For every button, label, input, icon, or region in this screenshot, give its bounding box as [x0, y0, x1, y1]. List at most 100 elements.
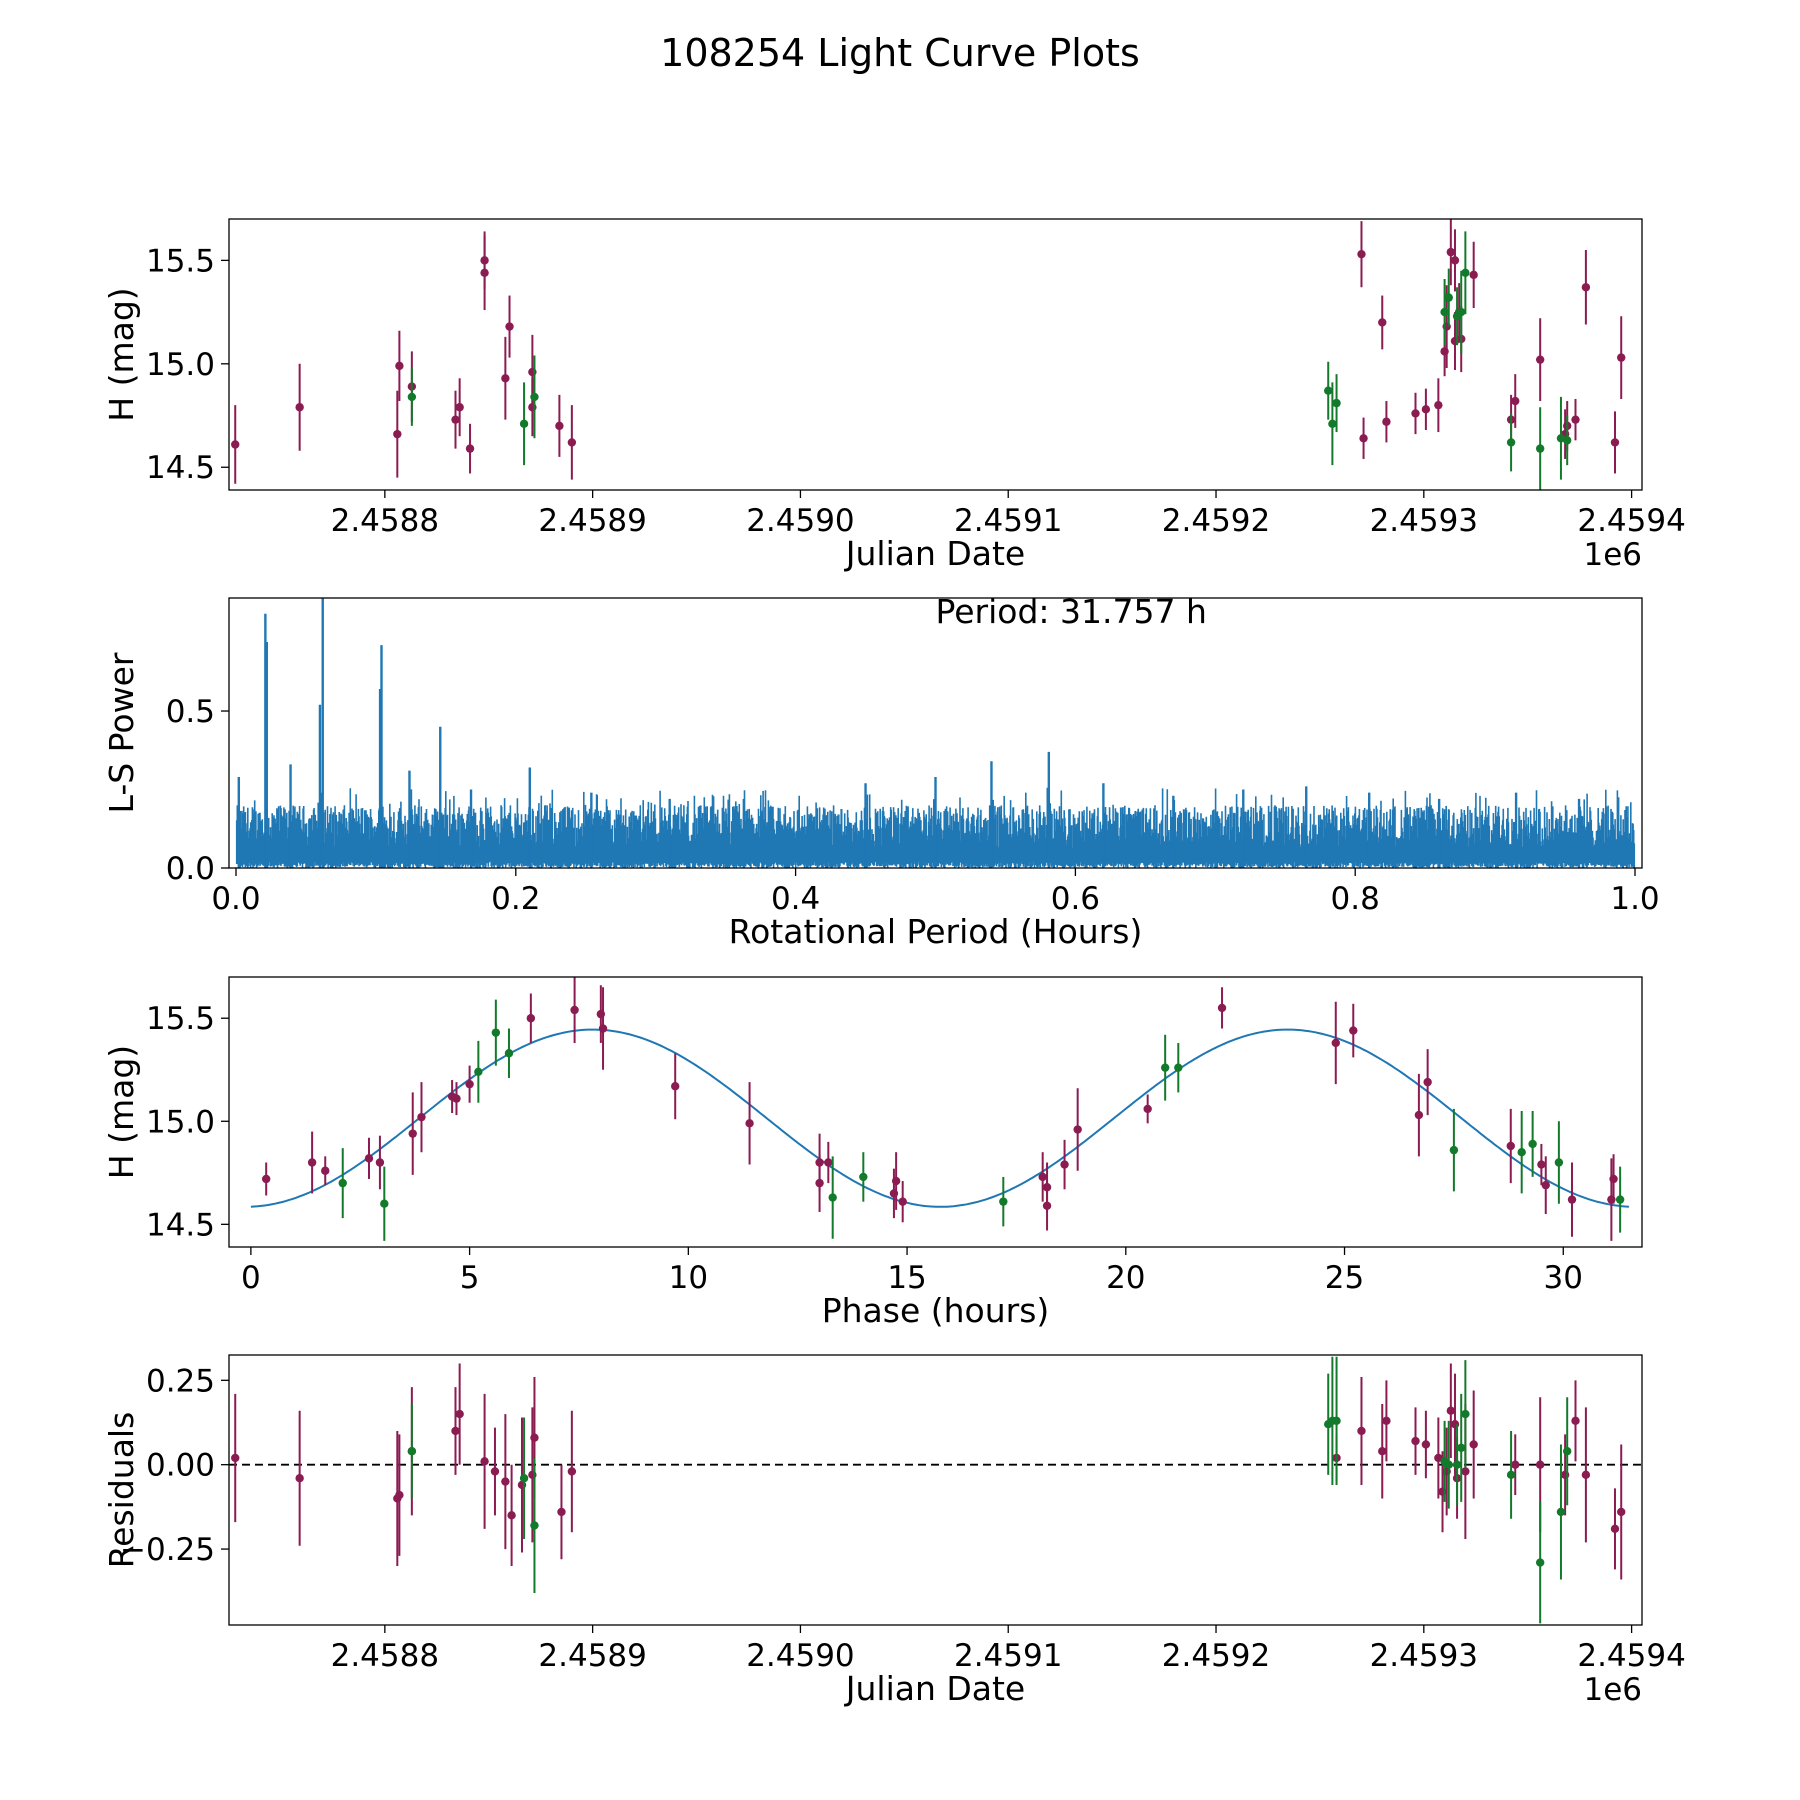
magenta-data-point	[1411, 1436, 1420, 1446]
green-data-point	[1506, 1470, 1516, 1480]
x-tick-label: 2.4589	[538, 503, 646, 539]
magenta-data-point	[530, 1433, 539, 1442]
magenta-data-point	[1617, 353, 1626, 362]
magenta-data-point	[1469, 1440, 1478, 1449]
green-data-point	[530, 1521, 539, 1530]
magenta-data-point	[501, 374, 510, 383]
green-data-point	[1556, 1507, 1566, 1517]
magenta-data-point	[1378, 1446, 1387, 1456]
green-data-point	[407, 1446, 417, 1456]
green-data-point	[1615, 1195, 1625, 1204]
x-tick-label: 10	[669, 1260, 708, 1296]
magenta-data-point	[395, 1490, 404, 1500]
magenta-data-point	[501, 1477, 510, 1486]
x-axis-label: Phase (hours)	[822, 1291, 1050, 1330]
y-tick-label: 14.5	[146, 450, 215, 486]
magenta-data-point	[1382, 1416, 1391, 1426]
x-tick-label: 1.0	[1610, 881, 1659, 917]
magenta-data-point	[307, 1158, 317, 1167]
folded-lightcurve-panel: 0 5 10 15 20 25 30 14.5 15.0 15.5 Phase (hours) H (…	[102, 976, 1643, 1330]
green-data-point	[1449, 1145, 1459, 1155]
magenta-data-point	[1617, 1507, 1626, 1517]
magenta-data-point	[567, 1467, 577, 1476]
magenta-data-point	[295, 403, 304, 412]
y-tick-label: 15.0	[146, 1104, 215, 1140]
magenta-data-point	[567, 438, 577, 447]
magenta-data-point	[452, 1094, 461, 1103]
green-data-point	[474, 1067, 483, 1077]
magenta-data-point	[598, 1024, 608, 1033]
x-tick-label: 0	[241, 1260, 261, 1296]
y-axis-label: H (mag)	[102, 287, 141, 421]
magenta-data-point	[1411, 409, 1420, 418]
y-tick-label: 15.5	[146, 1001, 215, 1037]
green-data-point	[491, 1028, 501, 1037]
green-data-point	[1444, 293, 1453, 302]
y-tick-label: 0.00	[146, 1448, 215, 1484]
green-data-point	[1332, 398, 1341, 408]
magenta-data-point	[393, 429, 402, 439]
magenta-data-point	[1382, 417, 1391, 426]
y-axis-label: Residuals	[102, 1412, 141, 1569]
magenta-data-point	[1537, 1160, 1546, 1169]
green-data-point	[1517, 1147, 1526, 1157]
magenta-data-point	[1349, 1026, 1358, 1035]
magenta-data-point	[1331, 1038, 1340, 1048]
magenta-data-point	[570, 1005, 579, 1015]
magenta-data-point	[1535, 355, 1545, 364]
x-offset-label: 1e6	[1583, 537, 1642, 573]
magenta-data-point	[1038, 1172, 1047, 1182]
green-data-point	[828, 1193, 837, 1202]
magenta-data-point	[364, 1154, 374, 1163]
x-tick-label: 30	[1544, 1260, 1583, 1296]
x-tick-label: 15	[887, 1260, 926, 1296]
magenta-data-point	[375, 1158, 385, 1167]
residuals-panel: 2.4588 2.4589 2.4590 2.4591 2.4592 2.4593 2.45…	[102, 1354, 1686, 1708]
x-tick-label: 0.6	[1051, 881, 1100, 917]
magenta-data-point	[1535, 1460, 1545, 1469]
magenta-data-point	[1450, 256, 1460, 265]
green-data-point	[1554, 1158, 1564, 1167]
x-tick-label: 2.4594	[1577, 503, 1685, 539]
x-tick-label: 2.4590	[746, 1638, 854, 1674]
green-data-point	[1562, 436, 1572, 445]
magenta-data-point	[1541, 1180, 1550, 1190]
x-tick-label: 2.4589	[538, 1638, 646, 1674]
y-tick-label: 14.5	[146, 1207, 215, 1243]
magenta-data-point	[261, 1174, 271, 1184]
magenta-data-point	[745, 1119, 754, 1128]
x-tick-label: 0.4	[771, 881, 820, 917]
magenta-data-point	[1469, 270, 1478, 280]
magenta-data-point	[451, 415, 460, 424]
y-axis-label: H (mag)	[102, 1045, 141, 1179]
magenta-data-point	[295, 1473, 304, 1483]
magenta-data-point	[1060, 1160, 1069, 1169]
x-tick-label: 2.4590	[746, 503, 854, 539]
green-data-point	[530, 392, 539, 402]
magenta-data-point	[671, 1082, 680, 1091]
plot-frame	[228, 976, 1643, 1248]
green-data-point	[1535, 444, 1545, 453]
magenta-data-point	[526, 1014, 536, 1023]
y-tick-label: 0.5	[166, 694, 215, 730]
magenta-data-point	[1461, 1467, 1470, 1476]
magenta-data-point	[321, 1166, 330, 1175]
green-data-point	[338, 1178, 347, 1188]
magenta-data-point	[1581, 283, 1591, 292]
sinusoid-fit-line	[250, 1028, 1629, 1208]
magenta-data-point	[891, 1176, 901, 1186]
green-data-point	[1174, 1063, 1183, 1072]
magenta-data-point	[815, 1178, 824, 1188]
magenta-data-point	[557, 1507, 566, 1517]
magenta-data-point	[824, 1158, 833, 1167]
x-tick-label: 0.8	[1331, 881, 1380, 917]
magenta-data-point	[1511, 396, 1520, 406]
green-data-point	[1562, 1446, 1572, 1456]
magenta-data-point	[1073, 1125, 1082, 1134]
magenta-data-point	[1446, 1406, 1456, 1415]
x-tick-label: 2.4592	[1162, 1638, 1270, 1674]
magenta-data-point	[1610, 438, 1620, 447]
magenta-data-point	[1571, 415, 1580, 424]
x-tick-label: 5	[460, 1260, 480, 1296]
green-data-point	[519, 419, 529, 429]
